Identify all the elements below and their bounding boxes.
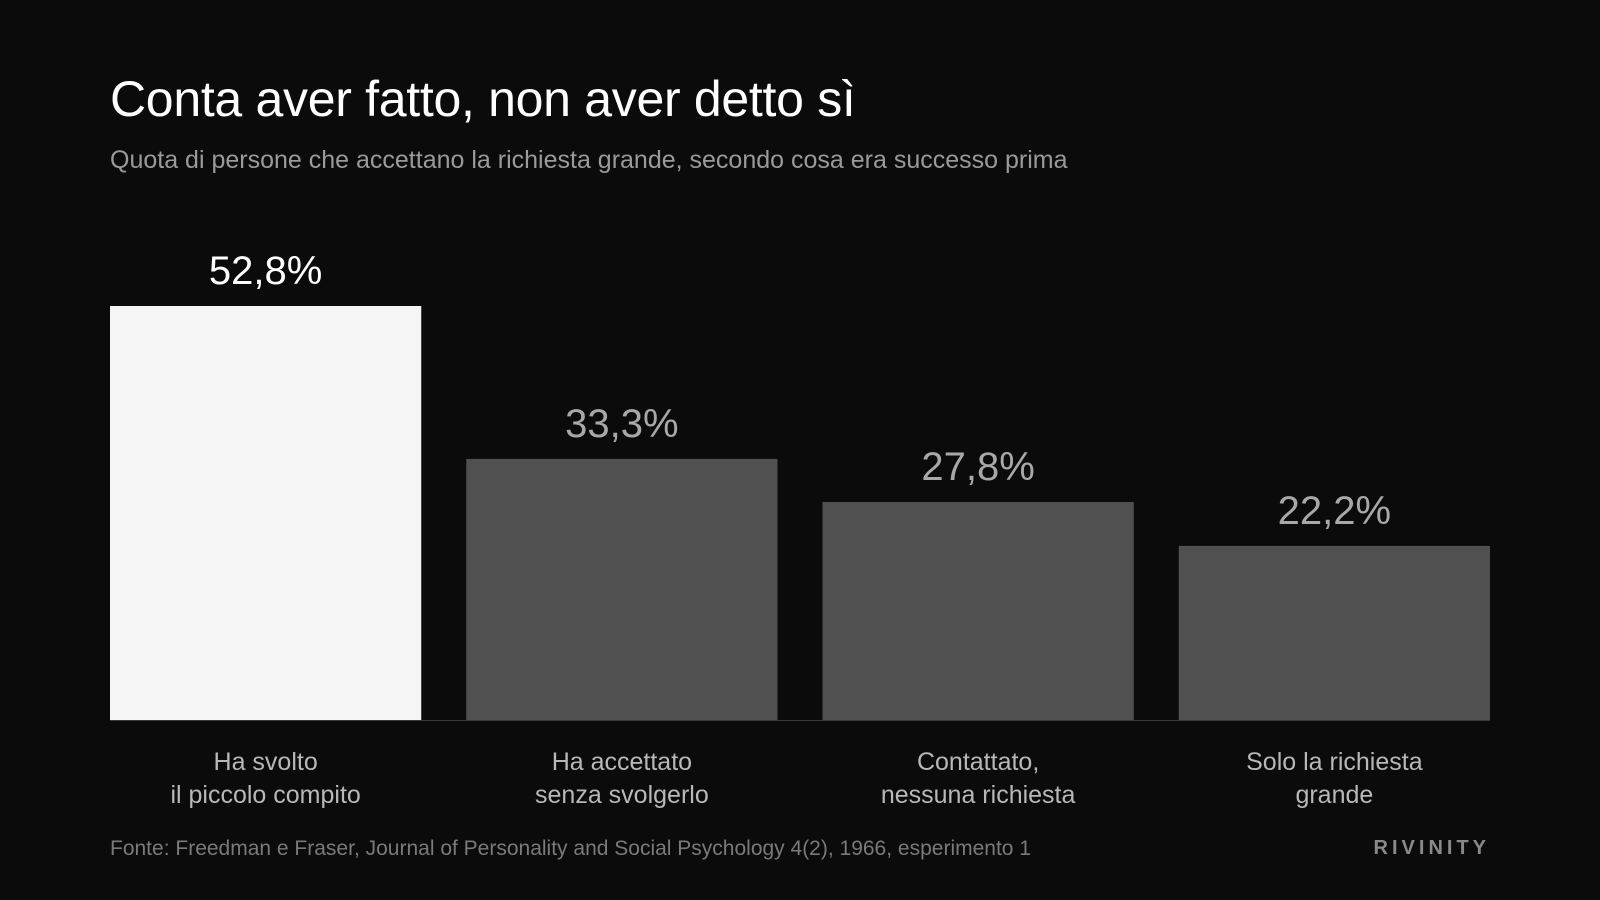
value-label-1: 52,8% (209, 249, 322, 293)
category-label-1-line-1: Ha svolto (214, 748, 318, 776)
value-label-4: 22,2% (1278, 489, 1391, 533)
chart-title: Conta aver fatto, non aver detto sì (110, 71, 856, 127)
value-label-3: 27,8% (921, 445, 1034, 489)
category-label-2-line-1: Ha accettato (552, 748, 692, 776)
chart-subtitle: Quota di persone che accettano la richie… (110, 146, 1068, 174)
category-label-4-line-1: Solo la richiesta (1246, 748, 1423, 776)
category-label-3-line-2: nessuna richiesta (881, 781, 1076, 809)
bar-1 (110, 306, 422, 720)
category-label-2-line-2: senza svolgerlo (535, 781, 709, 809)
bar-4 (1178, 545, 1490, 720)
bar-2 (466, 458, 778, 720)
category-label-4-line-2: grande (1295, 781, 1373, 809)
value-label-2: 33,3% (565, 402, 678, 446)
category-label-1-line-2: il piccolo compito (170, 781, 360, 809)
brand-logo-text: RIVINITY (1373, 837, 1490, 859)
bar-3 (822, 502, 1134, 720)
source-note: Fonte: Freedman e Fraser, Journal of Per… (110, 837, 1031, 860)
category-label-3-line-1: Contattato, (917, 748, 1039, 776)
